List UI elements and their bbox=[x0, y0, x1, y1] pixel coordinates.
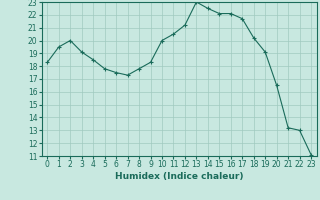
X-axis label: Humidex (Indice chaleur): Humidex (Indice chaleur) bbox=[115, 172, 244, 181]
